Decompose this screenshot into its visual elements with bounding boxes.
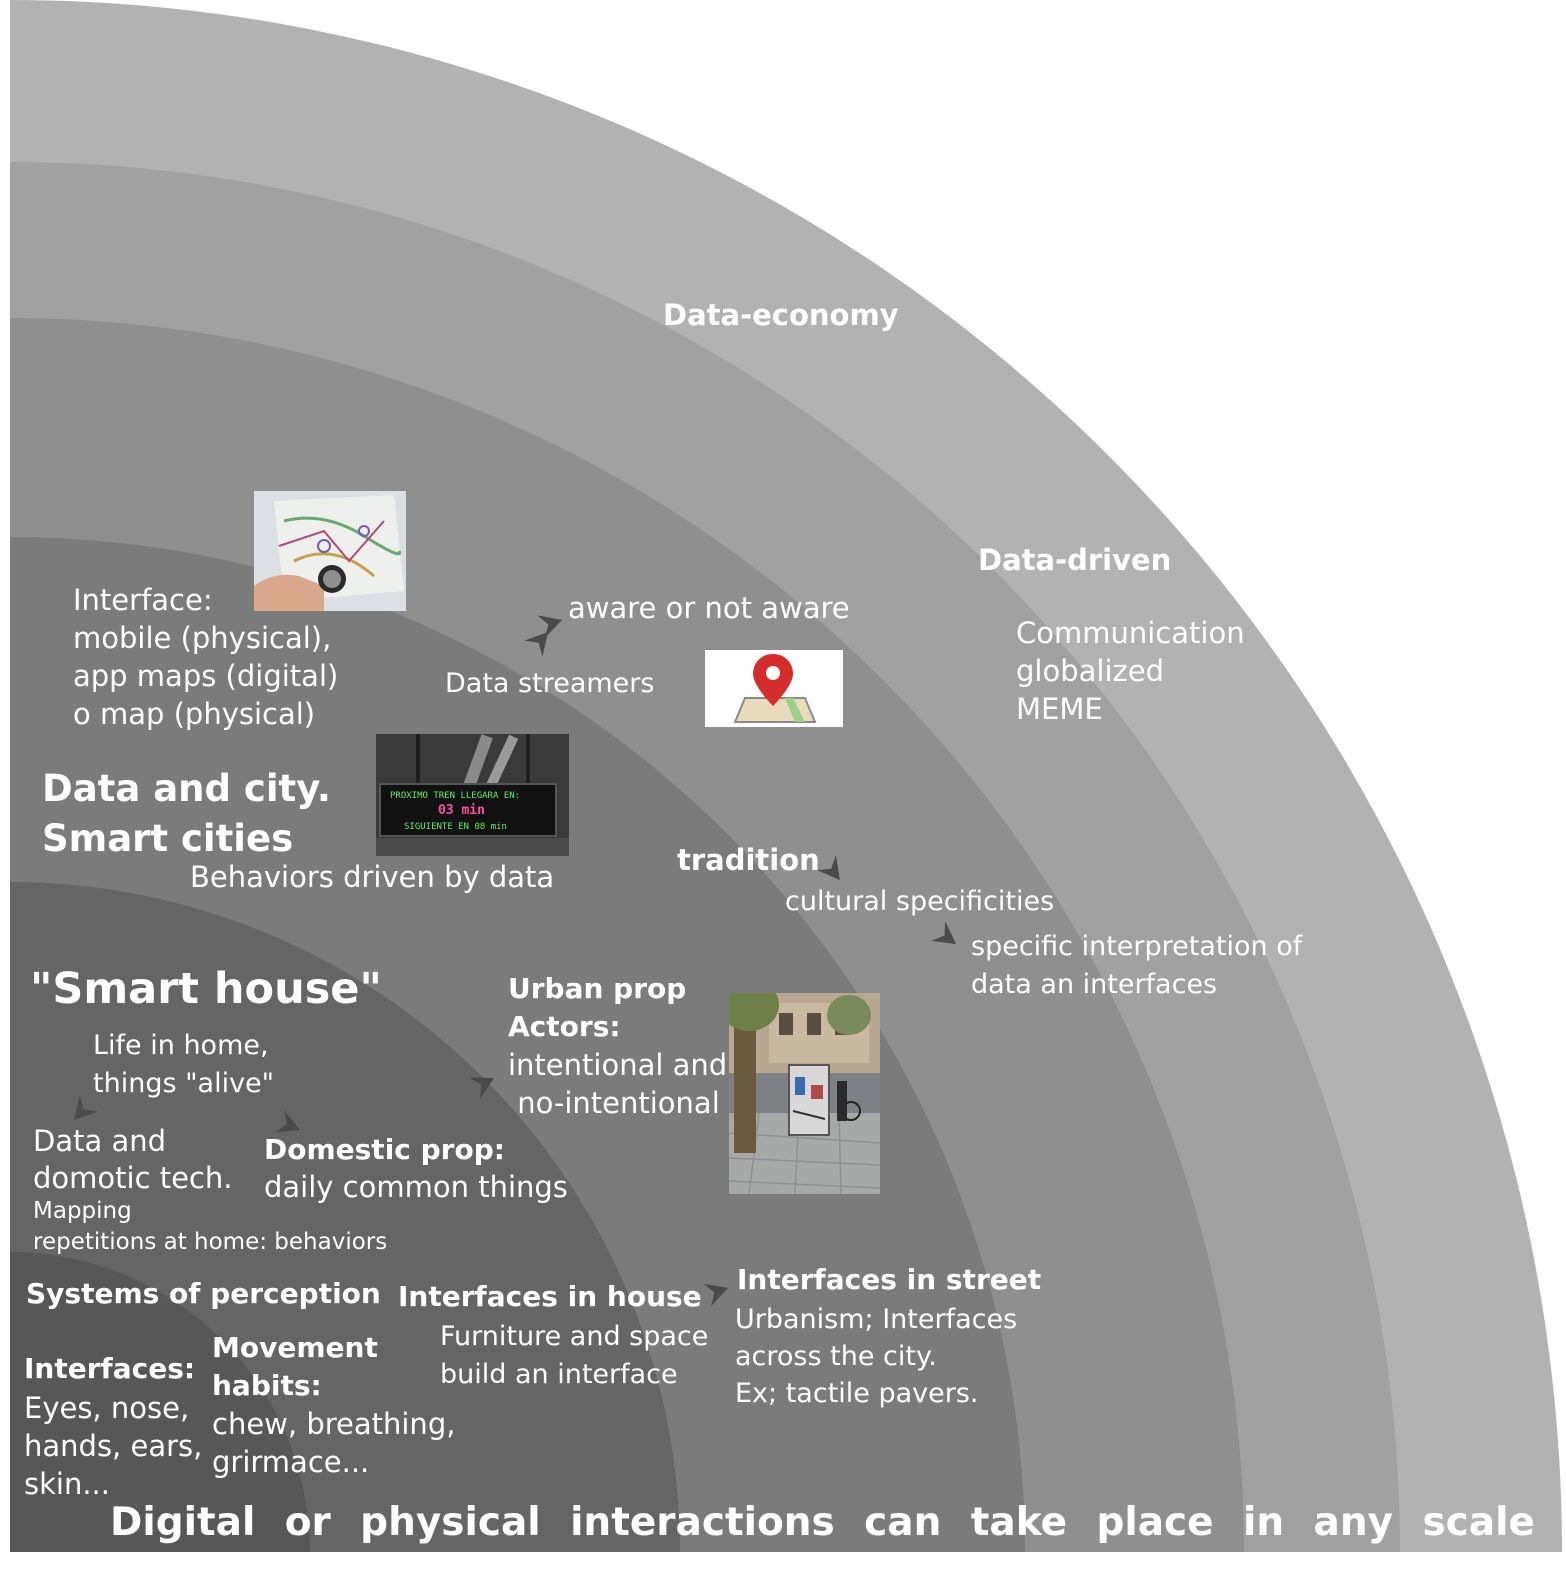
note-line: across the city. (735, 1341, 937, 1372)
footer-word: or (284, 1499, 331, 1545)
note-line: Movement (212, 1331, 378, 1364)
footer-word: can (864, 1499, 942, 1545)
data-domotic-note: Data and domotic tech. (33, 1123, 233, 1197)
domestic-prop-text: daily common things (264, 1170, 568, 1204)
sign-line-2: 03 min (438, 803, 485, 818)
domestic-prop-title: Domestic prop: (264, 1133, 505, 1166)
map-compass-illustration (254, 491, 406, 611)
footer-word: take (970, 1499, 1068, 1545)
ring-title-data-city: Data and city. Smart cities (42, 764, 331, 864)
note-line: hands, ears, (24, 1429, 203, 1463)
note-line: Data and (33, 1124, 167, 1158)
data-driven-line: Communication (1016, 616, 1245, 650)
ring-title-data-driven: Data-driven (978, 543, 1172, 577)
note-line: chew, breathing, (212, 1407, 456, 1441)
data-streamers-note: Data streamers (445, 668, 655, 699)
footer-word: interactions (570, 1499, 835, 1545)
aware-note: aware or not aware (568, 591, 850, 625)
note-line: data an interfaces (971, 969, 1218, 1000)
footer-word: place (1096, 1499, 1214, 1545)
ring-title-smart-house: "Smart house" (30, 964, 382, 1014)
arrow-icon (74, 1095, 98, 1120)
note-line: skin... (24, 1467, 110, 1501)
data-driven-line: MEME (1016, 692, 1103, 726)
cultural-note: cultural specificities (785, 886, 1055, 917)
note-line: specific interpretation of (971, 931, 1303, 962)
arrow-icon (275, 1110, 300, 1133)
data-city-subtitle: Behaviors driven by data (190, 860, 555, 894)
arrow-icon (816, 855, 840, 880)
data-city-title-line: Data and city. (42, 767, 331, 810)
photo-street-urban-prop (729, 993, 880, 1194)
note-line: Urban prop (508, 972, 687, 1005)
interfaces-house-text: Furniture and space build an interface (440, 1318, 708, 1394)
interface-mobile-note: Interface: mobile (physical), app maps (… (73, 581, 338, 733)
arrow-icon (524, 632, 548, 657)
urban-prop-note: Urban prop Actors: intentional and no-in… (508, 970, 727, 1122)
tradition-note: tradition (677, 843, 820, 877)
note-line: Life in home, (93, 1030, 269, 1061)
note-line: mobile (physical), (73, 621, 332, 655)
note-line: Actors: (508, 1010, 621, 1043)
data-driven-notes: Communication globalized MEME (1016, 614, 1245, 728)
note-line: build an interface (440, 1359, 678, 1390)
note-line: o map (physical) (73, 697, 316, 731)
note-line: Interface: (73, 583, 213, 617)
note-line: repetitions at home: behaviors (33, 1229, 388, 1255)
maps-app-icon (705, 650, 843, 727)
note-line: Furniture and space (440, 1321, 709, 1352)
life-in-home-note: Life in home, things "alive" (93, 1027, 274, 1103)
sign-line-1: PROXIMO TREN LLEGARA EN: (390, 791, 520, 801)
mapping-note: Mapping repetitions at home: behaviors (33, 1196, 387, 1258)
metro-sign-illustration: PROXIMO TREN LLEGARA EN: 03 min SIGUIENT… (376, 734, 569, 856)
arrow-icon (537, 615, 562, 639)
note-line: domotic tech. (33, 1161, 233, 1195)
movement-habits-note: Movement habits: chew, breathing, grirma… (212, 1329, 455, 1481)
ring-title-data-economy: Data-economy (663, 298, 899, 332)
arrow-icon (931, 921, 956, 944)
note-line: things "alive" (93, 1068, 275, 1099)
footer-word: physical (360, 1499, 541, 1545)
footer-word: in (1243, 1499, 1285, 1545)
note-line: Eyes, nose, (24, 1391, 190, 1425)
note-line: intentional and (508, 1048, 728, 1082)
note-line: Urbanism; Interfaces (735, 1304, 1018, 1335)
footer-word: any (1313, 1499, 1394, 1545)
interfaces-body-text: Eyes, nose, hands, ears, skin... (24, 1389, 202, 1503)
arrow-icon (468, 1077, 494, 1099)
footer-word: scale (1422, 1499, 1535, 1545)
note-line: app maps (digital) (73, 659, 339, 693)
footer-word: Digital (110, 1499, 256, 1545)
interfaces-body-title: Interfaces: (24, 1352, 196, 1385)
interfaces-street-text: Urbanism; Interfaces across the city. Ex… (735, 1301, 1017, 1412)
note-line: Mapping (33, 1198, 132, 1224)
map-pin-icon (733, 654, 817, 723)
arrow-icon (703, 1283, 728, 1307)
interfaces-house-title: Interfaces in house (398, 1280, 702, 1313)
data-driven-line: globalized (1016, 654, 1164, 688)
photo-hand-map-compass (254, 491, 406, 611)
photo-metro-sign: PROXIMO TREN LLEGARA EN: 03 min SIGUIENT… (376, 734, 569, 856)
ring-core (10, 1252, 310, 1552)
sign-line-3: SIGUIENTE EN 08 min (404, 822, 507, 832)
note-line: grirmace... (212, 1445, 370, 1479)
ring-title-perception: Systems of perception (26, 1277, 381, 1310)
specific-interpretation-note: specific interpretation of data an inter… (971, 928, 1302, 1004)
note-line: Ex; tactile pavers. (735, 1378, 979, 1409)
interfaces-street-title: Interfaces in street (737, 1263, 1042, 1296)
street-photo-illustration (729, 993, 880, 1194)
note-line: no-intentional (508, 1086, 720, 1120)
footer-statement: Digital or physical interactions can tak… (110, 1494, 1535, 1550)
data-city-title-line: Smart cities (42, 817, 294, 860)
note-line: habits: (212, 1369, 322, 1402)
